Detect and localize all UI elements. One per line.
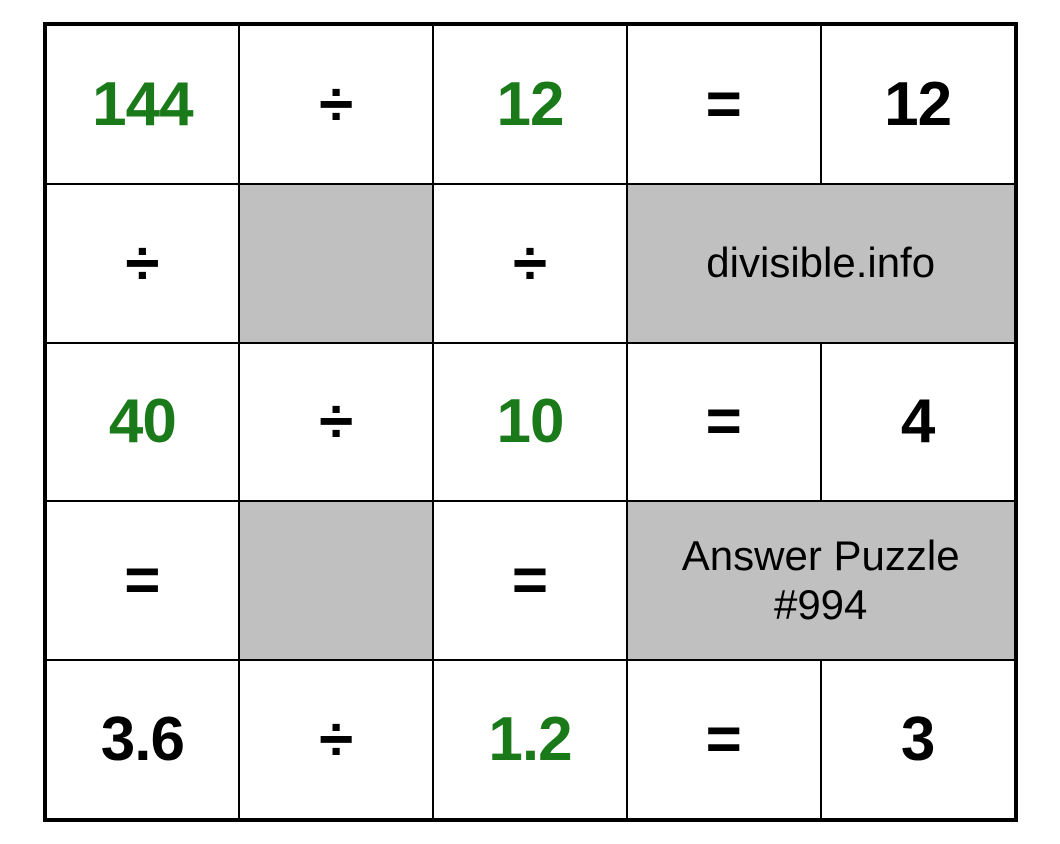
- cell-r2c1-divide: ÷: [46, 184, 240, 343]
- cell-r3c4-equals: =: [627, 343, 821, 502]
- cell-r2c2-blank: [239, 184, 433, 343]
- cell-r1c4-equals: =: [627, 25, 821, 184]
- cell-r5c5: 3: [821, 660, 1015, 819]
- cell-r5c3: 1.2: [433, 660, 627, 819]
- cell-r5c4-equals: =: [627, 660, 821, 819]
- cell-r5c2-divide: ÷: [239, 660, 433, 819]
- cell-r5c1: 3.6: [46, 660, 240, 819]
- puzzle-id-label: Answer Puzzle #994: [627, 501, 1015, 660]
- cell-r4c1-equals: =: [46, 501, 240, 660]
- cell-r3c2-divide: ÷: [239, 343, 433, 502]
- cell-r1c3: 12: [433, 25, 627, 184]
- cell-r1c2-divide: ÷: [239, 25, 433, 184]
- site-label: divisible.info: [627, 184, 1015, 343]
- cell-r4c3-equals: =: [433, 501, 627, 660]
- cell-r2c3-divide: ÷: [433, 184, 627, 343]
- cell-r3c1: 40: [46, 343, 240, 502]
- cell-r4c2-blank: [239, 501, 433, 660]
- division-puzzle-grid: 144 ÷ 12 = 12 ÷ ÷ divisible.info 40 ÷ 10…: [43, 22, 1018, 822]
- cell-r1c5: 12: [821, 25, 1015, 184]
- cell-r3c3: 10: [433, 343, 627, 502]
- cell-r3c5: 4: [821, 343, 1015, 502]
- cell-r1c1: 144: [46, 25, 240, 184]
